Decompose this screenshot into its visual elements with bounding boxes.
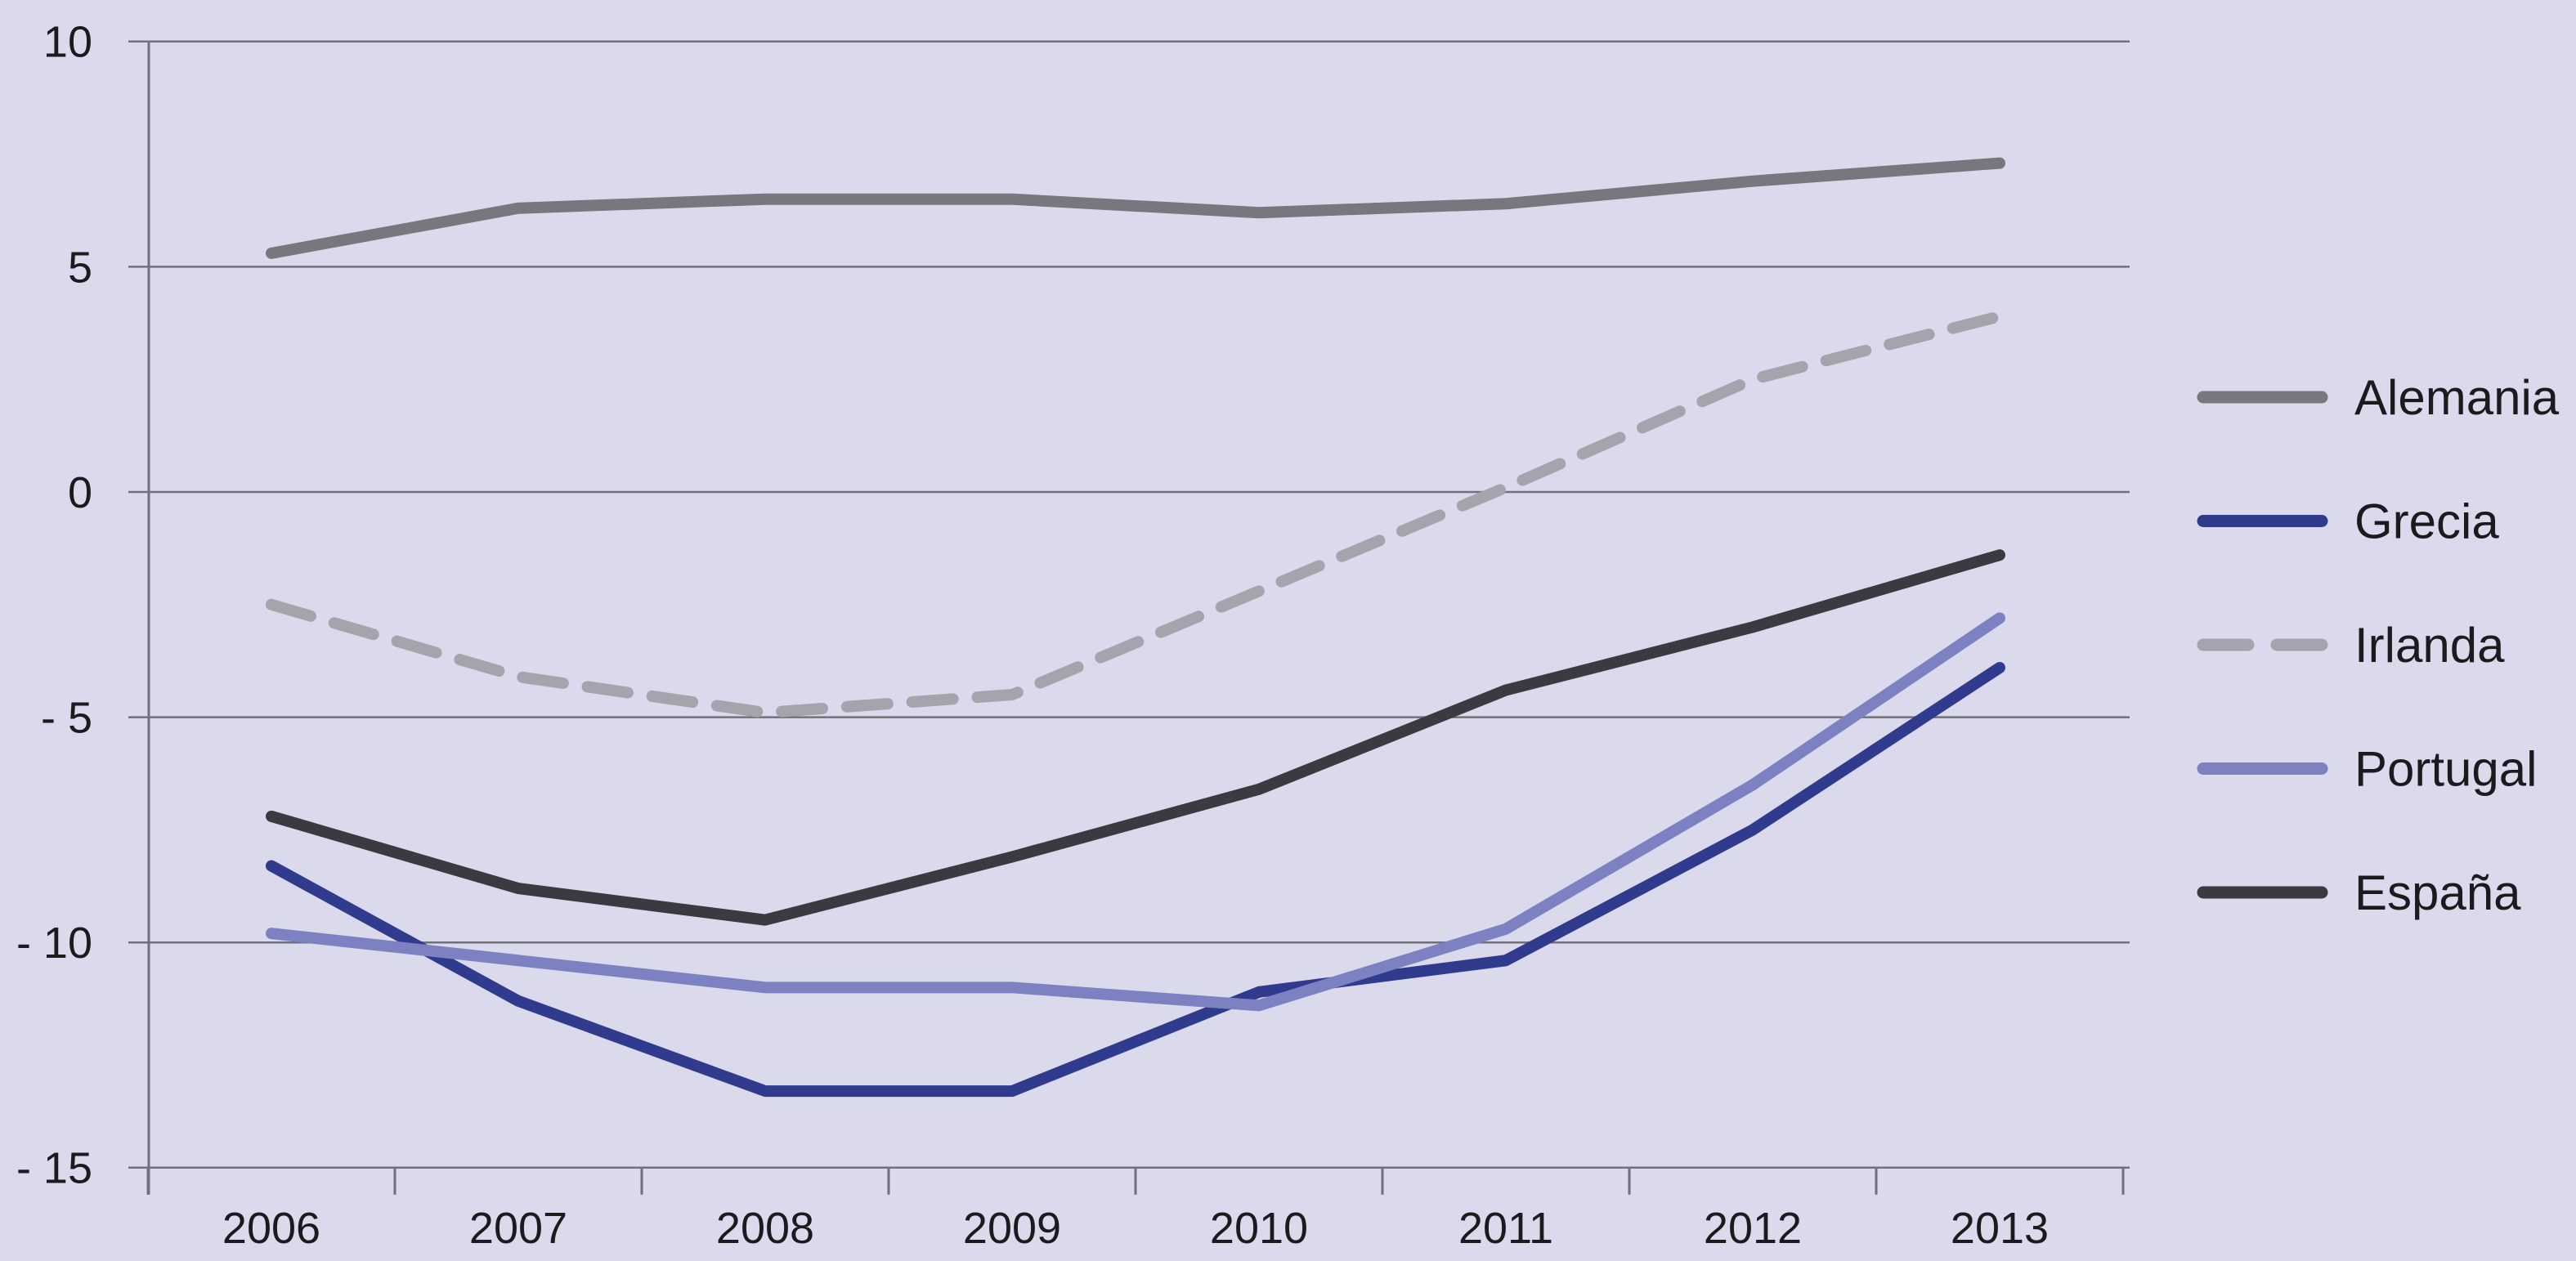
legend-item: España: [2197, 865, 2521, 920]
x-tick-label: 2009: [963, 1204, 1061, 1253]
legend-label-alemania: Alemania: [2354, 370, 2560, 425]
y-tick-label: - 5: [41, 694, 92, 743]
x-tick-label: 2013: [1951, 1204, 2049, 1253]
legend-item: Grecia: [2197, 494, 2499, 549]
legend-label-grecia: Grecia: [2354, 494, 2499, 549]
x-tick-label: 2010: [1210, 1204, 1308, 1253]
series-line-alemania: [266, 157, 2005, 259]
legend-label-irlanda: Irlanda: [2354, 618, 2505, 673]
legend-item: Portugal: [2197, 742, 2537, 797]
y-tick-label: - 10: [16, 919, 92, 968]
x-tick-label: 2008: [716, 1204, 814, 1253]
legend-item: Alemania: [2197, 370, 2560, 425]
y-tick-label: - 15: [16, 1144, 92, 1193]
x-tick-label: 2007: [469, 1204, 567, 1253]
series-line-grecia: [266, 661, 2005, 1098]
x-tick-label: 2012: [1704, 1204, 1802, 1253]
legend-label-portugal: Portugal: [2354, 742, 2537, 797]
legend-label-españa: España: [2354, 865, 2521, 920]
y-tick-label: 0: [68, 468, 92, 517]
series-line-portugal: [266, 612, 2005, 1012]
y-tick-label: 5: [68, 243, 92, 292]
legend-item: Irlanda: [2197, 618, 2505, 673]
x-tick-label: 2006: [222, 1204, 320, 1253]
x-tick-label: 2011: [1458, 1204, 1553, 1253]
series-line-españa: [266, 549, 2005, 926]
y-tick-label: 10: [43, 18, 92, 67]
series-line-irlanda: [266, 311, 2005, 719]
